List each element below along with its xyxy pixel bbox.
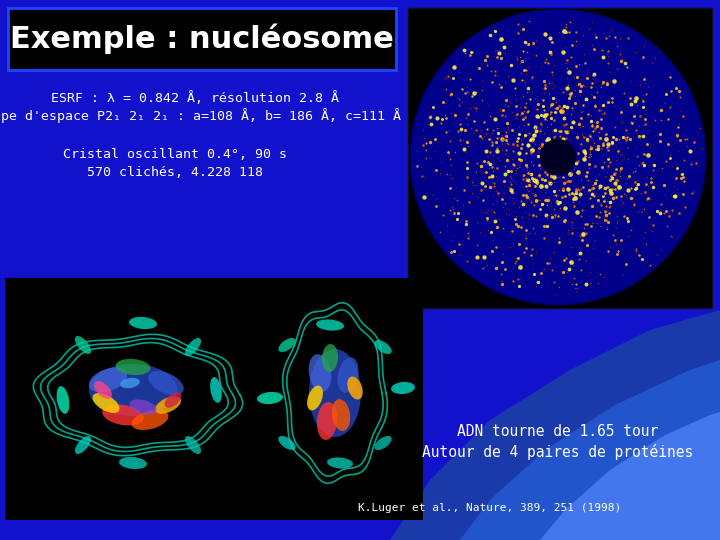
- Ellipse shape: [130, 399, 157, 415]
- Ellipse shape: [102, 404, 144, 426]
- Polygon shape: [460, 360, 720, 540]
- Text: Autour de 4 paires de protéines: Autour de 4 paires de protéines: [423, 444, 693, 460]
- Bar: [408, 8, 712, 308]
- Text: Exemple : nucléosome: Exemple : nucléosome: [10, 24, 394, 54]
- Ellipse shape: [317, 402, 337, 440]
- Circle shape: [540, 139, 576, 175]
- Ellipse shape: [257, 392, 283, 404]
- Ellipse shape: [120, 378, 140, 388]
- Ellipse shape: [338, 357, 359, 393]
- Ellipse shape: [410, 9, 706, 305]
- Text: Cristal oscillant 0.4°, 90 s: Cristal oscillant 0.4°, 90 s: [63, 148, 287, 161]
- Bar: [5, 278, 423, 520]
- Ellipse shape: [185, 436, 201, 454]
- Ellipse shape: [279, 338, 296, 352]
- Ellipse shape: [92, 393, 120, 413]
- Ellipse shape: [316, 319, 344, 330]
- Ellipse shape: [89, 364, 177, 416]
- Ellipse shape: [374, 340, 392, 354]
- Text: ADN tourne de 1.65 tour: ADN tourne de 1.65 tour: [457, 424, 659, 440]
- Bar: [8, 8, 396, 70]
- Text: K.Luger et al., Nature, 389, 251 (1998): K.Luger et al., Nature, 389, 251 (1998): [359, 503, 621, 513]
- Ellipse shape: [322, 344, 338, 372]
- Ellipse shape: [94, 381, 112, 399]
- Ellipse shape: [132, 410, 168, 430]
- Ellipse shape: [391, 382, 415, 394]
- Ellipse shape: [155, 396, 181, 414]
- Ellipse shape: [115, 359, 150, 375]
- Ellipse shape: [374, 436, 392, 450]
- Ellipse shape: [129, 317, 157, 329]
- Ellipse shape: [210, 377, 222, 403]
- Ellipse shape: [347, 376, 363, 400]
- Ellipse shape: [307, 386, 323, 410]
- Ellipse shape: [89, 368, 127, 393]
- Text: ESRF : λ = 0.842 Å, résolution 2.8 Å: ESRF : λ = 0.842 Å, résolution 2.8 Å: [51, 91, 339, 105]
- Ellipse shape: [309, 349, 361, 437]
- Text: 570 clichés, 4.228 118: 570 clichés, 4.228 118: [87, 166, 263, 179]
- Ellipse shape: [332, 399, 350, 431]
- Text: Groupe d'espace P2₁ 2₁ 2₁ : a=108 Å, b= 186 Å, c=111 Å: Groupe d'espace P2₁ 2₁ 2₁ : a=108 Å, b= …: [0, 109, 401, 124]
- Ellipse shape: [75, 436, 91, 454]
- Ellipse shape: [75, 336, 91, 354]
- Ellipse shape: [57, 386, 69, 414]
- Ellipse shape: [165, 393, 181, 408]
- Ellipse shape: [309, 354, 331, 392]
- Ellipse shape: [327, 457, 353, 469]
- Polygon shape: [540, 412, 720, 540]
- Ellipse shape: [185, 338, 201, 356]
- Ellipse shape: [148, 371, 184, 395]
- Ellipse shape: [119, 457, 147, 469]
- Polygon shape: [390, 310, 720, 540]
- Ellipse shape: [279, 436, 296, 450]
